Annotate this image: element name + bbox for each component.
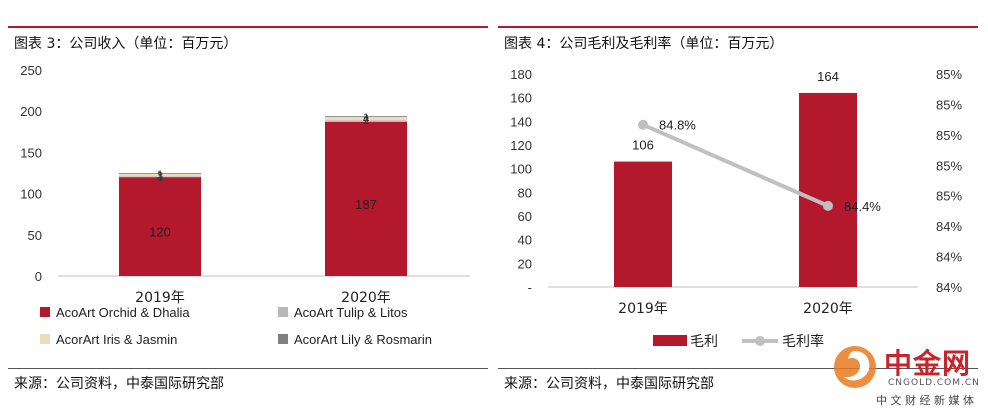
y-left-tick-label: 40	[518, 233, 532, 248]
segment-data-label: 2	[363, 115, 369, 127]
revenue-bar-segment	[325, 116, 407, 121]
gross-profit-bar	[614, 161, 672, 287]
x-category-label: 2019年	[135, 290, 185, 306]
legend-swatch	[40, 334, 50, 344]
y-tick-label: 150	[20, 145, 42, 160]
segment-data-label: 4	[363, 114, 369, 126]
revenue-bar-segment	[119, 177, 201, 276]
left-source-rule	[8, 368, 488, 369]
revenue-bar-segment	[119, 173, 201, 177]
legend-entry: AcorArt Lily & Rosmarin	[294, 332, 432, 347]
y-tick-label: 0	[35, 269, 42, 284]
x-category-label: 2019年	[618, 301, 668, 317]
revenue-bar-segment	[325, 116, 407, 117]
y-right-tick-label: 85%	[936, 128, 962, 143]
gross-profit-bar	[799, 92, 857, 287]
y-left-tick-label: -	[528, 280, 532, 295]
gross-margin-data-label: 84.4%	[844, 199, 881, 214]
x-category-label: 2020年	[341, 290, 391, 306]
revenue-data-label: 187	[355, 197, 377, 212]
revenue-bar-segment	[325, 120, 407, 122]
revenue-data-label: 120	[149, 225, 171, 240]
y-tick-label: 250	[20, 63, 42, 78]
y-left-tick-label: 180	[510, 67, 532, 82]
y-left-tick-label: 100	[510, 162, 532, 177]
left-source-note: 来源：公司资料，中泰国际研究部	[14, 376, 224, 392]
y-right-tick-label: 84%	[936, 250, 962, 265]
y-right-tick-label: 84%	[936, 219, 962, 234]
y-left-tick-label: 160	[510, 91, 532, 106]
revenue-bar-segment	[325, 121, 407, 276]
gross-profit-chart: - 20 40 60 80 100 120 140 160 180 84% 84% 84% 85% 85% 8…	[510, 67, 962, 350]
legend-swatch-bar	[653, 335, 687, 346]
right-source-rule	[498, 368, 978, 369]
legend-swatch	[278, 334, 288, 344]
y-right-tick-label: 84%	[936, 280, 962, 295]
y-tick-label: 200	[20, 104, 42, 119]
watermark-tagline: 中 文 财 经 新 媒 体	[876, 394, 974, 407]
segment-data-label: 1	[157, 169, 163, 181]
legend-entry: 毛利率	[782, 333, 824, 350]
left-chart-title: 图表 3：公司收入（单位：百万元）	[14, 36, 238, 52]
segment-data-label: 1	[157, 172, 163, 184]
y-left-tick-label: 20	[518, 256, 532, 271]
gross-margin-line	[641, 122, 830, 208]
watermark-logo: 中金网 CNGOLD.COM.CN 中 文 财 经 新 媒 体	[832, 340, 982, 416]
y-right-tick-label: 85%	[936, 189, 962, 204]
legend-swatch	[278, 307, 288, 317]
gross-profit-data-label: 164	[817, 69, 839, 84]
y-tick-label: 100	[20, 187, 42, 202]
left-title-rule	[8, 26, 488, 28]
right-chart-title: 图表 4：公司毛利及毛利率（单位：百万元）	[504, 36, 784, 52]
y-left-tick-label: 140	[510, 114, 532, 129]
revenue-bar-segment	[119, 176, 201, 178]
x-category-label: 2020年	[803, 301, 853, 317]
revenue-stacked-bar-chart: 0501001502002501201312019年1871422020年Aco…	[20, 63, 470, 347]
watermark-emblem-icon	[834, 346, 876, 388]
legend-entry: AcorArt Iris & Jasmin	[56, 332, 177, 347]
y-left-tick-label: 80	[518, 185, 532, 200]
legend-entry: AcoArt Orchid & Dhalia	[56, 305, 190, 320]
gross-margin-data-label: 84.8%	[659, 118, 696, 133]
legend-swatch	[40, 307, 50, 317]
revenue-bar-segment	[119, 173, 201, 174]
watermark-brand: 中金网	[884, 347, 972, 380]
right-title-rule	[498, 26, 978, 28]
gross-profit-data-label: 106	[632, 138, 654, 153]
gross-margin-point	[823, 200, 833, 211]
y-right-tick-label: 85%	[936, 158, 962, 173]
y-right-tick-label: 85%	[936, 97, 962, 112]
y-left-tick-label: 60	[518, 209, 532, 224]
segment-data-label: 3	[157, 171, 163, 183]
legend-swatch-marker	[755, 336, 765, 346]
segment-data-label: 1	[363, 112, 369, 124]
legend-entry: 毛利	[690, 334, 718, 350]
y-right-tick-label: 85%	[936, 67, 962, 82]
legend-entry: AcoArt Tulip & Litos	[294, 305, 408, 320]
y-left-tick-label: 120	[510, 138, 532, 153]
watermark-url: CNGOLD.COM.CN	[888, 378, 980, 388]
gross-margin-point	[638, 119, 648, 130]
y-tick-label: 50	[28, 228, 42, 243]
right-source-note: 来源：公司资料，中泰国际研究部	[504, 376, 714, 392]
